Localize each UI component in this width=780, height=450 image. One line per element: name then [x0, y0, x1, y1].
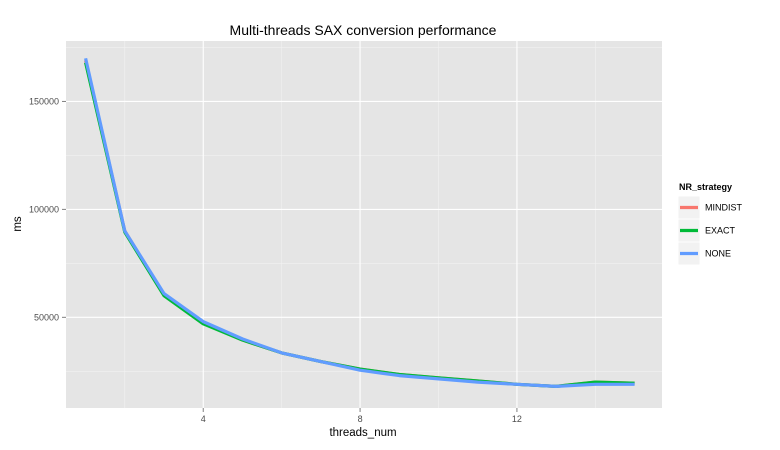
x-axis-title: threads_num	[329, 427, 396, 439]
plot-panel	[66, 41, 662, 408]
x-tick-label: 12	[512, 414, 522, 424]
chart-title: Multi-threads SAX conversion performance	[230, 22, 497, 38]
major-gridlines	[66, 41, 662, 408]
legend-label: EXACT	[705, 226, 736, 236]
y-tick-label: 100000	[29, 204, 59, 214]
legend-title: NR_strategy	[679, 182, 732, 192]
y-tick-label: 50000	[34, 312, 59, 322]
axis-ticks: 4 8 12 50000 100000 150000	[29, 96, 522, 424]
y-axis-title: ms	[12, 216, 24, 232]
legend-label: MINDIST	[705, 203, 743, 213]
series-line-none	[84, 57, 635, 388]
legend-label: NONE	[705, 249, 731, 259]
y-tick-label: 150000	[29, 96, 59, 106]
series-lines	[84, 57, 635, 388]
legend: NR_strategy MINDIST EXACT NONE	[677, 182, 743, 266]
x-tick-label: 4	[201, 414, 206, 424]
x-tick-label: 8	[358, 414, 363, 424]
